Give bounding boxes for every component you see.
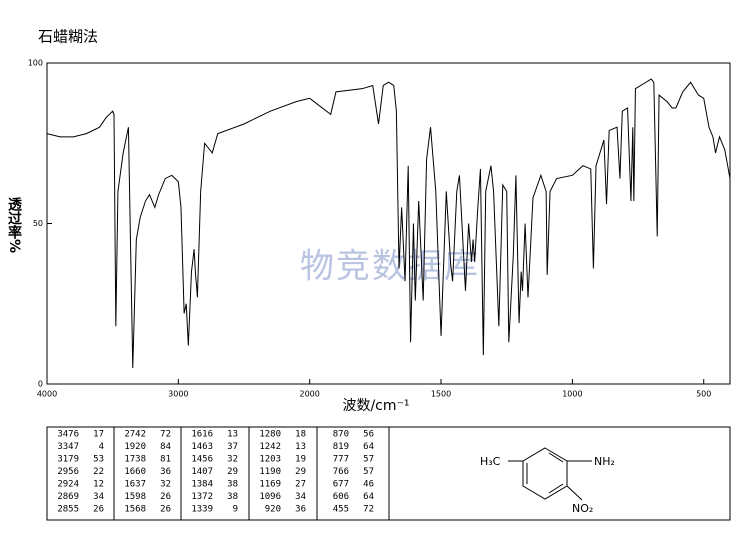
x-tick-label: 500 [696,390,711,399]
peak-wavenumber: 1203 [259,455,281,465]
peak-transmittance: 26 [160,492,171,502]
peak-transmittance: 9 [233,505,238,515]
peak-wavenumber: 677 [333,480,349,490]
x-tick-label: 3000 [168,390,188,399]
peak-wavenumber: 3179 [57,455,79,465]
peak-transmittance: 13 [295,442,306,452]
peak-wavenumber: 2855 [57,505,79,515]
watermark: 物竞数据库 [300,247,480,287]
peak-wavenumber: 777 [333,455,349,465]
y-tick-label: 0 [38,380,43,389]
structure-label: H₃C [480,455,501,468]
peak-transmittance: 57 [363,467,374,477]
peak-wavenumber: 1616 [191,430,213,440]
peak-wavenumber: 3476 [57,430,79,440]
y-axis-label: 透过率% [6,197,22,253]
peak-wavenumber: 2924 [57,480,79,490]
peak-wavenumber: 3347 [57,442,79,452]
peak-wavenumber: 2956 [57,467,79,477]
peak-wavenumber: 819 [333,442,349,452]
peak-transmittance: 32 [227,455,238,465]
x-axis-label: 波数/cm⁻¹ [342,398,409,414]
x-tick-label: 2000 [300,390,320,399]
peak-transmittance: 36 [295,505,306,515]
peak-transmittance: 12 [93,480,104,490]
peak-wavenumber: 606 [333,492,349,502]
peak-wavenumber: 1096 [259,492,281,502]
peak-transmittance: 38 [227,480,238,490]
y-tick-label: 50 [33,219,43,228]
spectrum-line [46,78,731,368]
peak-transmittance: 36 [160,467,171,477]
peak-transmittance: 26 [93,505,104,515]
peak-transmittance: 84 [160,442,171,452]
chart-title: 石蜡糊法 [38,28,98,46]
peak-wavenumber: 1463 [191,442,213,452]
peak-transmittance: 56 [363,430,374,440]
peak-transmittance: 22 [93,467,104,477]
benzene-ring [508,447,592,501]
peak-transmittance: 81 [160,455,171,465]
peak-transmittance: 27 [295,480,306,490]
peak-transmittance: 38 [227,492,238,502]
peak-wavenumber: 766 [333,467,349,477]
y-tick-label: 100 [28,59,43,68]
peak-wavenumber: 1738 [124,455,146,465]
peak-wavenumber: 1384 [191,480,213,490]
peak-wavenumber: 1637 [124,480,146,490]
peak-wavenumber: 2869 [57,492,79,502]
peak-transmittance: 29 [227,467,238,477]
table-dividers [113,427,390,520]
peak-transmittance: 29 [295,467,306,477]
peak-transmittance: 72 [363,505,374,515]
peak-wavenumber: 1169 [259,480,281,490]
peak-transmittance: 19 [295,455,306,465]
peak-transmittance: 37 [227,442,238,452]
peak-transmittance: 18 [295,430,306,440]
x-tick-label: 4000 [37,390,57,399]
structure-label: NO₂ [572,502,593,515]
peak-wavenumber: 2742 [124,430,146,440]
peak-wavenumber: 1598 [124,492,146,502]
peak-transmittance: 17 [93,430,104,440]
peak-transmittance: 57 [363,455,374,465]
peak-wavenumber: 455 [333,505,349,515]
peak-transmittance: 64 [363,492,374,502]
peak-wavenumber: 1190 [259,467,281,477]
peak-wavenumber: 1339 [191,505,213,515]
peak-transmittance: 34 [295,492,306,502]
peak-transmittance: 4 [99,442,104,452]
peak-wavenumber: 1920 [124,442,146,452]
peak-wavenumber: 1372 [191,492,213,502]
peak-wavenumber: 1660 [124,467,146,477]
peak-transmittance: 53 [93,455,104,465]
structure-label: NH₂ [594,455,615,468]
x-tick-label: 1000 [562,390,582,399]
peak-wavenumber: 1568 [124,505,146,515]
peak-transmittance: 26 [160,505,171,515]
peak-wavenumber: 870 [333,430,349,440]
peak-transmittance: 32 [160,480,171,490]
peak-wavenumber: 1407 [191,467,213,477]
peak-transmittance: 34 [93,492,104,502]
peak-transmittance: 13 [227,430,238,440]
peak-wavenumber: 1280 [259,430,281,440]
peak-wavenumber: 1456 [191,455,213,465]
peak-transmittance: 64 [363,442,374,452]
peak-transmittance: 72 [160,430,171,440]
peak-transmittance: 46 [363,480,374,490]
peak-wavenumber: 920 [265,505,281,515]
x-tick-label: 1500 [431,390,451,399]
peak-wavenumber: 1242 [259,442,281,452]
